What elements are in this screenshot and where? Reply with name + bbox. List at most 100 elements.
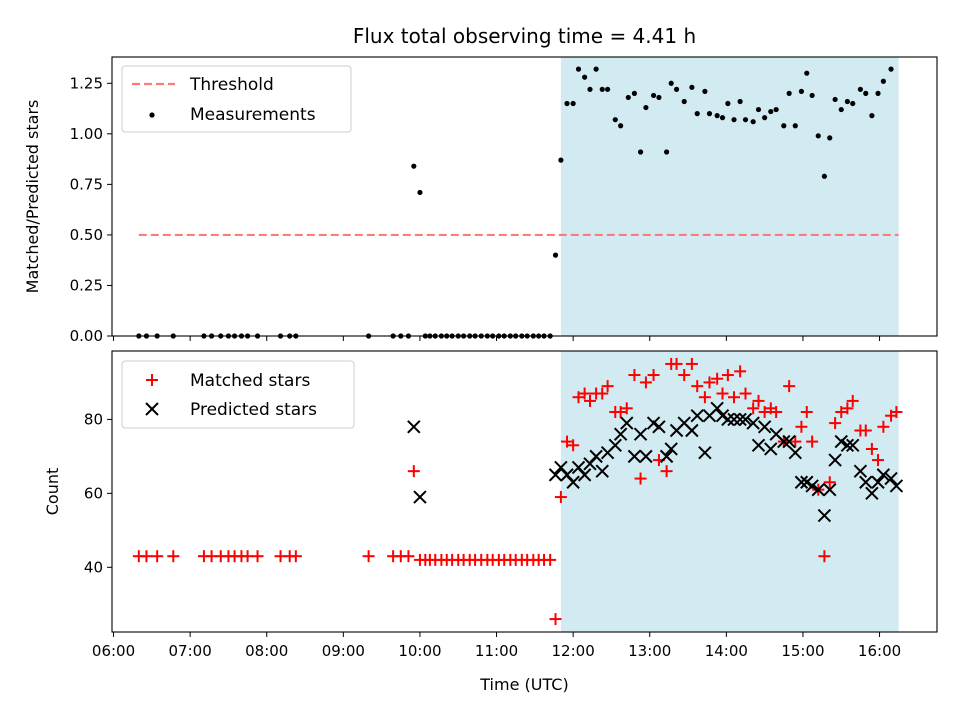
series-2-point [840,438,855,452]
series-1-point [544,553,557,566]
series-1-point [561,435,574,448]
series-1-point [725,100,731,107]
series-1-point [643,104,649,111]
series-1-point [685,357,698,370]
series-1-point [634,472,647,485]
x-tick-label: 13:00 [628,642,671,660]
y-tick-label: 60 [84,484,103,502]
series-1-point [656,94,662,101]
series-1-point [714,113,720,119]
x-tick-label: 08:00 [245,642,288,660]
series-1-point [601,380,614,393]
series-1-point [567,439,580,452]
series-1-point [800,406,813,419]
series-1-point [719,115,726,121]
bottom-y-axis: 40 60 80 [84,410,112,576]
series-2-point [871,475,885,489]
x-tick-label: 12:00 [552,642,595,660]
x-tick-label: 06:00 [92,642,135,660]
series-1-point [631,90,638,96]
series-2-point [659,449,674,464]
series-2-point [751,438,766,452]
series-1-point [614,406,627,419]
series-2-point [764,442,778,456]
series-2-point [727,412,741,427]
series-2-point [757,420,772,434]
series-1-point [599,86,605,92]
series-1-point [762,115,768,121]
series-1-point [821,173,827,179]
series-1-point [558,157,564,163]
series-2-point [721,412,735,427]
series-1-point [742,117,749,123]
series-1-point [835,406,848,419]
series-1-point [596,387,609,400]
top-data-points [136,66,894,339]
series-1-point [583,394,596,407]
series-2-point [548,468,563,482]
series-2-point [566,475,580,489]
x-marker [145,402,159,416]
series-1-point [637,149,644,155]
series-2-point [627,449,642,464]
series-1-point [869,113,875,119]
series-2-point [876,468,891,482]
series-1-point [841,402,854,415]
series-1-point [703,376,716,389]
top-legend-box [121,65,352,133]
series-1-point [846,394,859,407]
bottom-observing-window-shade [560,351,899,632]
series-1-point [783,380,796,393]
series-2-point [853,464,868,478]
series-1-point [734,365,747,378]
series-1-point [829,417,842,430]
series-2-point [664,442,678,456]
series-1-point [625,94,631,101]
series-1-point [728,391,741,404]
series-1-point [737,98,743,105]
series-2-point [620,416,634,430]
bottom-legend: Matched stars Predicted stars [121,360,355,429]
top-y-axis: 0.00 0.25 0.50 0.75 1.00 1.25 [70,74,112,345]
bottom-panel: 40 60 80 06:00 07:00 08:00 09:00 10:00 11:00 12:… [43,350,938,694]
series-1-point [289,550,302,563]
series-1-point [681,98,687,105]
series-1-point [251,550,264,563]
y-tick-label: 0.75 [70,175,103,193]
series-2-point [788,445,802,460]
series-2-point [652,420,666,434]
series-1-point [795,420,808,433]
legend-predicted-swatch [145,402,159,416]
bottom-legend-box [121,360,355,429]
series-1-point [660,465,673,478]
top-observing-window-shade [560,57,899,336]
series-1-point [698,391,711,404]
chart-title: Flux total observing time = 4.41 h [353,24,696,48]
series-1-point [859,424,872,437]
series-2-point [846,438,860,452]
bottom-axes-frame [111,350,938,633]
x-tick-label: 07:00 [169,642,212,660]
series-1-point [628,369,641,382]
x-tick-label: 10:00 [398,642,441,660]
series-1-point [731,117,737,123]
series-1-point [823,476,836,489]
plus-marker [146,374,158,386]
series-2-point [794,475,809,489]
series-2-point [865,486,879,501]
series-1-point [691,380,704,393]
series-1-point [673,86,680,92]
series-1-point [818,550,831,563]
series-1-point [863,90,869,96]
series-2-point [834,434,848,449]
series-1-point [402,550,415,563]
series-1-point [806,435,819,448]
series-1-point [663,149,670,155]
y-tick-label: 40 [84,558,103,576]
series-1-point [582,74,588,80]
series-1-point [711,372,724,385]
series-1-point [605,86,611,92]
legend-matched-swatch [146,374,158,386]
series-2-point [823,482,837,497]
legend-threshold-label: Threshold [189,75,274,95]
